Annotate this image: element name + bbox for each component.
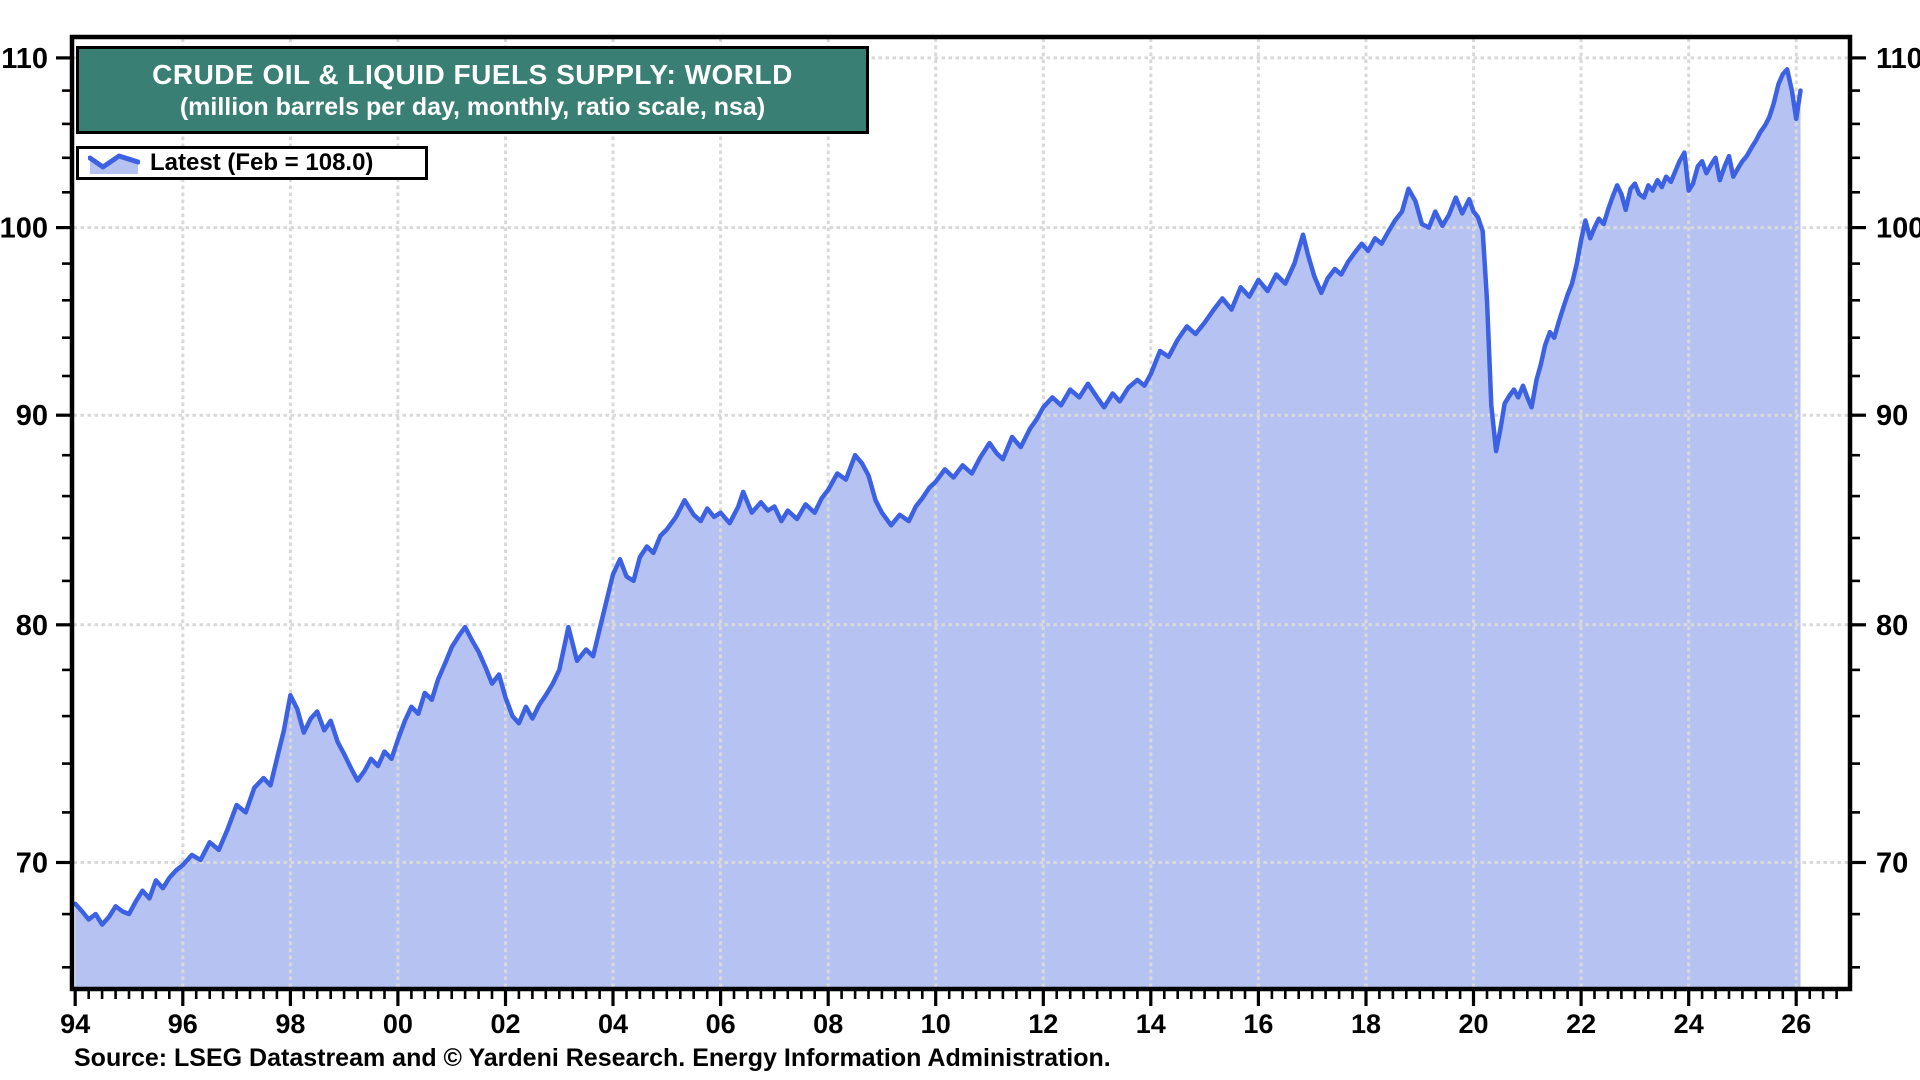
svg-text:08: 08 xyxy=(813,1009,843,1039)
svg-text:16: 16 xyxy=(1243,1009,1273,1039)
svg-text:100: 100 xyxy=(0,213,48,245)
svg-text:96: 96 xyxy=(168,1009,198,1039)
axis-ticks xyxy=(56,56,1866,1006)
x-axis-labels: 94 96 98 00 02 04 06 08 10 12 14 16 18 20 22 24 26 xyxy=(60,1009,1811,1039)
svg-text:00: 00 xyxy=(383,1009,413,1039)
svg-text:04: 04 xyxy=(598,1009,628,1039)
svg-text:94: 94 xyxy=(60,1009,90,1039)
y-axis-labels-left: 70 80 90 100 110 xyxy=(0,43,48,880)
svg-text:20: 20 xyxy=(1458,1009,1488,1039)
svg-text:100: 100 xyxy=(1876,213,1920,245)
svg-text:90: 90 xyxy=(1876,400,1908,432)
source-note: Source: LSEG Datastream and © Yardeni Re… xyxy=(74,1044,1111,1072)
svg-text:14: 14 xyxy=(1136,1009,1166,1039)
series-line xyxy=(72,67,1803,927)
svg-text:70: 70 xyxy=(16,848,48,880)
svg-text:26: 26 xyxy=(1781,1009,1811,1039)
legend: Latest (Feb = 108.0) xyxy=(76,146,428,180)
svg-text:80: 80 xyxy=(16,610,48,642)
svg-text:12: 12 xyxy=(1028,1009,1058,1039)
svg-text:06: 06 xyxy=(706,1009,736,1039)
svg-text:90: 90 xyxy=(16,400,48,432)
chart-title: CRUDE OIL & LIQUID FUELS SUPPLY: WORLD xyxy=(152,58,793,90)
area-series-swatch-icon xyxy=(88,153,140,174)
svg-text:98: 98 xyxy=(275,1009,305,1039)
svg-text:24: 24 xyxy=(1674,1009,1704,1039)
chart-subtitle: (million barrels per day, monthly, ratio… xyxy=(179,92,766,121)
chart-title-box: CRUDE OIL & LIQUID FUELS SUPPLY: WORLD (… xyxy=(76,46,869,134)
svg-text:80: 80 xyxy=(1876,610,1908,642)
svg-text:110: 110 xyxy=(1876,43,1920,75)
svg-text:18: 18 xyxy=(1351,1009,1381,1039)
axis-frame xyxy=(69,34,1853,992)
legend-label: Latest (Feb = 108.0) xyxy=(150,149,374,176)
svg-text:22: 22 xyxy=(1566,1009,1596,1039)
svg-text:70: 70 xyxy=(1876,848,1908,880)
svg-text:10: 10 xyxy=(921,1009,951,1039)
svg-text:110: 110 xyxy=(1,43,48,75)
svg-text:02: 02 xyxy=(490,1009,520,1039)
y-axis-labels-right: 70 80 90 100 110 xyxy=(1876,43,1920,880)
series-area xyxy=(75,69,1801,990)
